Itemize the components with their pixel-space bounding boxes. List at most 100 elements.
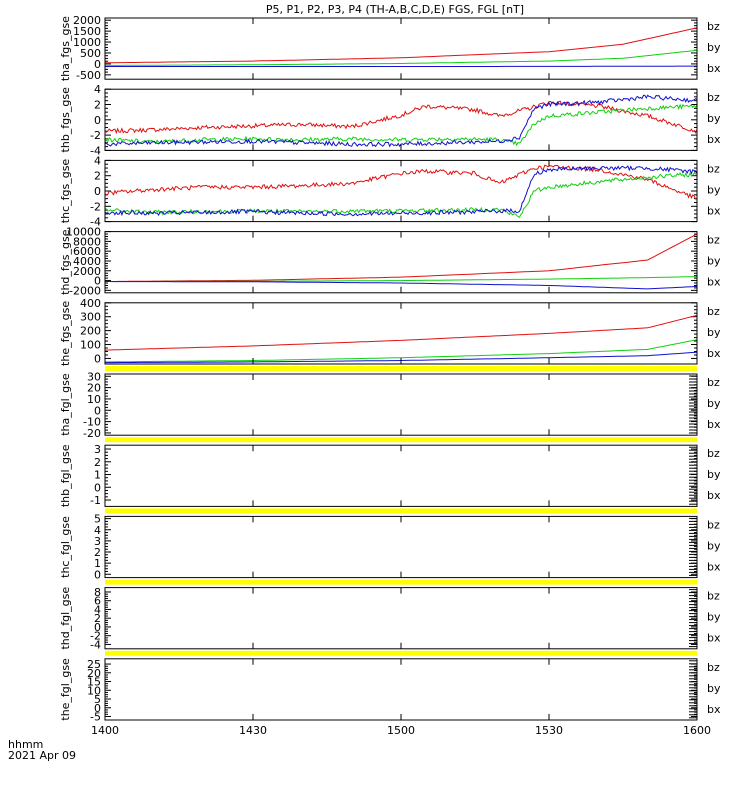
y-tick-label: 4000	[73, 255, 101, 268]
data-flag-bar	[105, 366, 697, 371]
y-tick-label: 20	[87, 382, 101, 395]
y-tick-label: 6000	[73, 245, 101, 258]
y-tick-label: 0	[94, 58, 101, 71]
y-tick-label: 10	[87, 684, 101, 697]
y-tick-label: -4	[90, 638, 101, 651]
y-tick-label: 20	[87, 667, 101, 680]
y-tick-label: 5	[94, 693, 101, 706]
series-line-by	[105, 339, 697, 363]
figure-title: P5, P1, P2, P3, P4 (TH-A,B,C,D,E) FGS, F…	[266, 3, 524, 16]
legend-bx: bx	[707, 632, 721, 645]
panel-thc_fgs_gse: -4 -2 0 2 4 thc_fgs_gse bz by bx	[59, 154, 721, 228]
y-tick-label: -4	[90, 144, 101, 157]
y-tick-label: -4	[90, 216, 101, 229]
x-tick-label: 1530	[535, 724, 563, 737]
y-tick-label: -1	[90, 494, 101, 507]
y-tick-label: -2000	[69, 284, 101, 297]
y-axis-label: thb_fgs_gse	[59, 87, 72, 153]
y-tick-label: 15	[87, 676, 101, 689]
series-group	[105, 94, 697, 148]
data-flag-bar	[105, 650, 697, 656]
legend-bz: bz	[707, 162, 720, 175]
y-tick-label: 0	[94, 481, 101, 494]
y-tick-label: -10	[83, 416, 101, 429]
y-tick-label: 0	[94, 352, 101, 365]
y-tick-label: 25	[87, 658, 101, 671]
y-tick-label: 4	[94, 154, 101, 167]
y-tick-label: 2	[94, 456, 101, 469]
y-tick-label: -5	[90, 711, 101, 724]
y-tick-label: 2	[94, 170, 101, 183]
y-tick-label: 0	[94, 621, 101, 634]
series-group	[105, 314, 697, 364]
y-tick-label: 6	[94, 595, 101, 608]
x-tick-label: 1500	[387, 724, 415, 737]
panel-frame	[104, 302, 698, 365]
y-tick-label: 8	[94, 586, 101, 599]
y-tick-label: 0	[94, 404, 101, 417]
y-tick-label: 100	[80, 339, 101, 352]
panel-frame	[104, 17, 698, 80]
legend-bx: bx	[707, 489, 721, 502]
legend-bz: bz	[707, 518, 720, 531]
series-group	[105, 27, 697, 67]
series-line-by	[105, 171, 697, 218]
legend-bz: bz	[707, 661, 720, 674]
legend-bz: bz	[707, 447, 720, 460]
y-tick-label: 10000	[66, 226, 101, 239]
y-tick-label: 200	[80, 325, 101, 338]
y-axis-label: the_fgs_gse	[59, 301, 72, 366]
y-tick-label: 10	[87, 393, 101, 406]
y-tick-label: 2000	[73, 14, 101, 27]
series-line-bx	[105, 94, 697, 148]
y-tick-label: 2000	[73, 265, 101, 278]
legend-bx: bx	[707, 133, 721, 146]
y-tick-label: 5	[94, 513, 101, 526]
y-tick-label: 1000	[73, 36, 101, 49]
y-tick-label: 4	[94, 83, 101, 96]
series-line-bx	[105, 281, 697, 290]
y-axis-label: thb_fgl_gse	[59, 444, 72, 507]
series-line-bz	[105, 27, 697, 64]
y-tick-label: 0	[94, 702, 101, 715]
series-line-bz	[105, 164, 697, 200]
series-group	[105, 164, 697, 218]
x-tick-label: 1430	[239, 724, 267, 737]
y-axis-label: thd_fgs_gse	[59, 229, 72, 295]
legend-bx: bx	[707, 347, 721, 360]
y-axis-label: thc_fgs_gse	[59, 159, 72, 224]
series-line-bz	[105, 233, 697, 282]
data-flag-bar	[105, 437, 697, 443]
y-axis-label: tha_fgl_gse	[59, 373, 72, 436]
panel-frame	[104, 658, 698, 721]
y-tick-label: 30	[87, 370, 101, 383]
legend-by: by	[707, 326, 721, 339]
panel-thb_fgs_gse: -4 -2 0 2 4 thb_fgs_gse bz by bx	[59, 83, 721, 157]
legend-by: by	[707, 682, 721, 695]
y-tick-label: -500	[76, 69, 101, 82]
series-line-by	[105, 103, 697, 147]
legend-bz: bz	[707, 376, 720, 389]
x-tick-label: 1400	[91, 724, 119, 737]
series-group	[105, 233, 697, 290]
series-line-by	[105, 49, 697, 66]
legend-bz: bz	[707, 91, 720, 104]
series-line-bx	[105, 165, 697, 217]
x-tick-label: 1600	[683, 724, 711, 737]
time-axis-label: hhmm	[8, 738, 43, 751]
legend-by: by	[707, 611, 721, 624]
legend-bz: bz	[707, 305, 720, 318]
y-axis-label: the_fgl_gse	[59, 658, 72, 721]
y-tick-label: -2	[90, 129, 101, 142]
y-tick-label: 1	[94, 557, 101, 570]
legend-bx: bx	[707, 62, 721, 75]
date-label: 2021 Apr 09	[8, 749, 76, 762]
